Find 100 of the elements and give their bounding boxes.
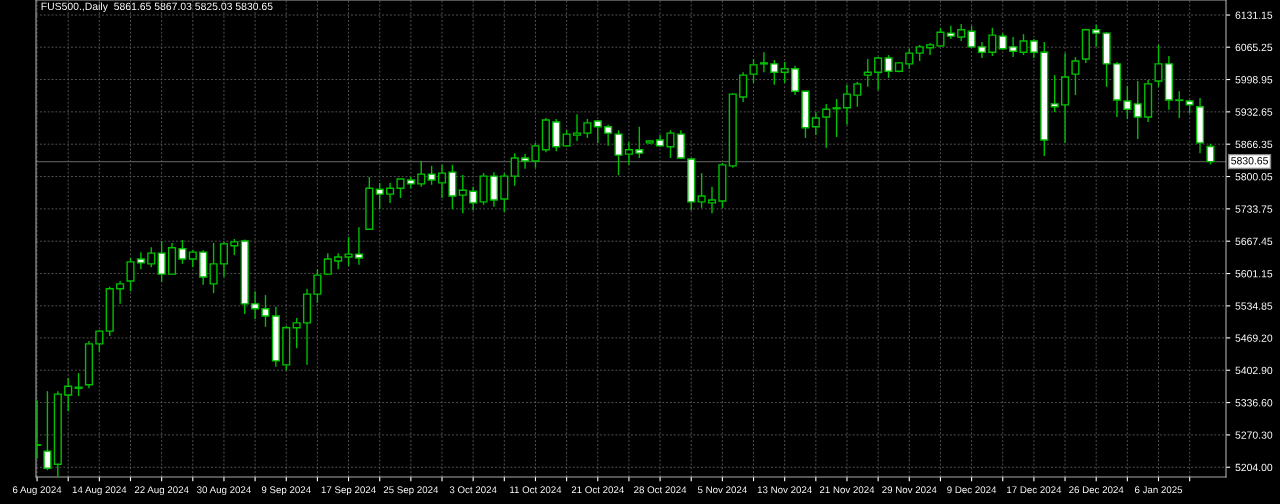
x-tick-label: 28 Oct 2024 [634, 486, 687, 494]
candlestick [261, 294, 270, 328]
candlestick [635, 126, 644, 159]
candlestick [583, 118, 592, 139]
candlestick [1071, 56, 1080, 96]
y-tick-label: 5469.20 [1235, 334, 1273, 342]
candlestick [874, 56, 883, 91]
y-tick-label: 5204.00 [1235, 463, 1273, 472]
x-tick-label: 5 Nov 2024 [697, 486, 747, 494]
x-tick-label: 29 Nov 2024 [882, 486, 937, 494]
candlestick [178, 239, 187, 265]
candlestick [74, 372, 83, 397]
candlestick [126, 257, 135, 292]
candlestick [790, 65, 800, 96]
candlestick [1019, 33, 1028, 56]
y-tick-label: 5998.95 [1235, 76, 1273, 84]
candlestick [1029, 38, 1038, 59]
candlestick [147, 246, 156, 268]
y-tick-label: 5932.65 [1235, 108, 1273, 116]
candlestick [157, 240, 166, 283]
candlestick [780, 61, 789, 84]
candlestick [666, 129, 675, 159]
x-tick-label: 21 Nov 2024 [819, 486, 875, 494]
candlestick [489, 171, 499, 208]
candlestick [375, 182, 384, 210]
y-tick-label: 5800.05 [1235, 173, 1273, 181]
candlestick [386, 182, 395, 204]
candlestick [136, 251, 145, 270]
y-tick-label: 6065.25 [1235, 43, 1273, 52]
candlestick [334, 252, 343, 270]
y-tick-label: 5601.15 [1235, 270, 1273, 278]
y-tick-label: 5866.35 [1235, 140, 1273, 149]
x-tick-label: 13 Nov 2024 [757, 486, 812, 494]
candlestick [822, 103, 831, 149]
candlestick [614, 129, 623, 176]
candlestick [116, 280, 125, 305]
candlestick [500, 172, 509, 213]
x-tick-label: 17 Sep 2024 [321, 486, 376, 496]
chart-title: FUS500.,Daily 5861.65 5867.03 5825.03 5830.65 [41, 2, 273, 13]
x-tick-label: 3 Oct 2024 [449, 486, 497, 494]
x-tick-label: 6 Jan 2025 [1134, 486, 1183, 494]
x-tick-label: 9 Sep 2024 [261, 486, 311, 496]
candlestick [967, 25, 976, 49]
candlestick [1092, 24, 1101, 48]
x-tick-label: 25 Sep 2024 [383, 486, 439, 496]
candlestick [842, 84, 852, 126]
candlestick [292, 317, 301, 349]
candlestick [770, 59, 779, 86]
candlestick [707, 186, 717, 214]
candlestick [43, 390, 52, 471]
candlestick [811, 111, 820, 136]
candlestick [219, 241, 229, 278]
candlestick [510, 152, 519, 187]
ref-line-label: 5830.65 [1231, 157, 1268, 165]
candlestick [344, 236, 353, 267]
x-tick-label: 30 Aug 2024 [197, 486, 251, 496]
candlestick [624, 141, 633, 166]
candlestick [925, 42, 935, 56]
candlestick [313, 268, 322, 304]
candlestick [1154, 44, 1163, 88]
y-tick-label: 5733.75 [1235, 205, 1273, 213]
candlestick [251, 290, 260, 320]
x-tick-label: 21 Oct 2024 [571, 486, 624, 494]
candlestick [1009, 36, 1018, 58]
candlestick [1133, 80, 1142, 140]
candlestick [1175, 90, 1184, 119]
x-tick-label: 22 Aug 2024 [134, 486, 189, 496]
candlestick [64, 377, 73, 412]
candlestick [1206, 143, 1215, 166]
y-tick-label: 5336.60 [1235, 399, 1273, 407]
candlestick [417, 160, 426, 188]
candlestick [458, 174, 467, 214]
x-tick-label: 11 Oct 2024 [510, 486, 562, 494]
candlestick [988, 27, 997, 57]
candlestick [936, 27, 945, 48]
y-tick-label: 5534.85 [1235, 302, 1273, 310]
candlestick [469, 186, 478, 211]
x-tick-label: 14 Aug 2024 [72, 486, 127, 496]
candlestick [697, 172, 706, 209]
candlestick [1123, 85, 1132, 120]
x-tick-label: 26 Dec 2024 [1069, 486, 1124, 494]
candlestick [209, 242, 218, 294]
candlestick [863, 58, 872, 88]
candlestick [531, 142, 540, 169]
y-tick-label: 5667.45 [1235, 237, 1273, 246]
x-tick-label: 17 Dec 2024 [1007, 486, 1062, 494]
candlestick [437, 164, 447, 199]
candlestick [759, 51, 768, 73]
candlestick [832, 98, 841, 138]
candlestick [749, 58, 758, 84]
candlestick [572, 113, 582, 142]
candlestick [884, 54, 893, 79]
candlestick [739, 71, 748, 103]
candlestick [604, 124, 613, 147]
candlestick [354, 226, 364, 266]
y-tick-label: 6131.15 [1235, 11, 1273, 19]
x-tick-label: 6 Aug 2024 [12, 486, 62, 496]
y-tick-label: 5402.90 [1235, 366, 1273, 375]
candlestick [427, 165, 436, 186]
candlestick [396, 178, 405, 199]
